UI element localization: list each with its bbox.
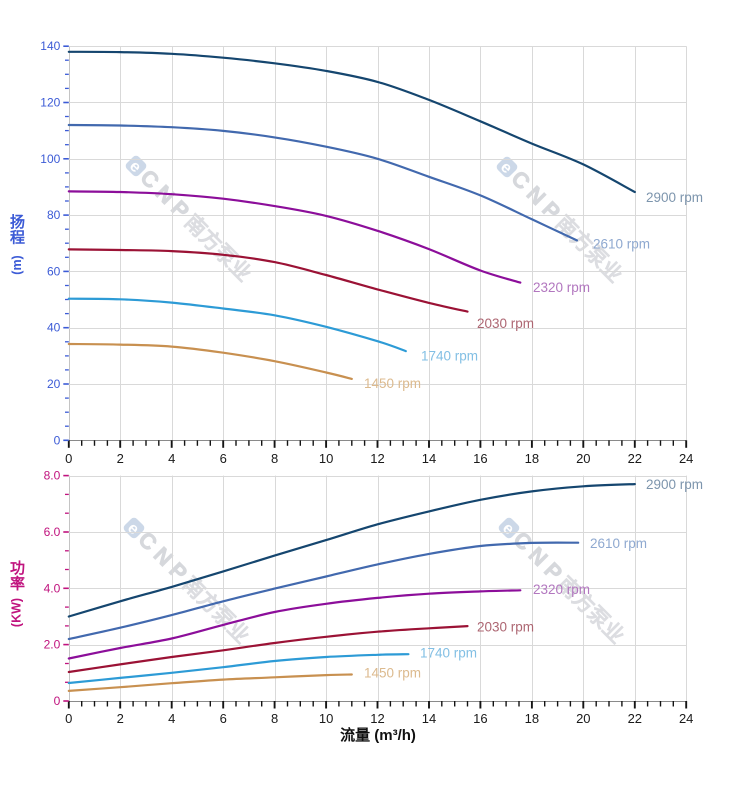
svg-text:2610 rpm: 2610 rpm (593, 236, 650, 251)
svg-text:18: 18 (525, 711, 539, 726)
svg-text:2900 rpm: 2900 rpm (646, 190, 703, 205)
svg-text:10: 10 (319, 451, 333, 466)
svg-text:4: 4 (168, 451, 175, 466)
svg-text:8: 8 (271, 711, 278, 726)
svg-text:2: 2 (117, 451, 124, 466)
svg-text:6: 6 (220, 451, 227, 466)
svg-text:120: 120 (40, 96, 60, 110)
svg-text:流量 (m³/h): 流量 (m³/h) (340, 726, 416, 744)
svg-text:程: 程 (10, 230, 25, 247)
svg-text:0: 0 (65, 451, 72, 466)
svg-text:8: 8 (271, 451, 278, 466)
svg-text:率: 率 (10, 575, 25, 593)
svg-text:1450 rpm: 1450 rpm (364, 665, 421, 680)
svg-text:20: 20 (576, 711, 590, 726)
svg-text:2030 rpm: 2030 rpm (477, 316, 534, 331)
svg-text:16: 16 (473, 711, 487, 726)
svg-text:6.0: 6.0 (44, 525, 61, 539)
svg-text:0: 0 (54, 694, 61, 708)
svg-text:0: 0 (54, 433, 61, 447)
svg-text:4.0: 4.0 (44, 581, 61, 595)
svg-text:100: 100 (40, 152, 60, 166)
svg-text:8.0: 8.0 (44, 469, 61, 483)
svg-text:2900 rpm: 2900 rpm (646, 477, 703, 492)
svg-text:2320 rpm: 2320 rpm (533, 582, 590, 597)
svg-text:扬: 扬 (10, 213, 25, 231)
svg-text:0: 0 (65, 711, 72, 726)
svg-text:40: 40 (47, 321, 61, 335)
svg-text:24: 24 (679, 711, 693, 726)
svg-text:6: 6 (220, 711, 227, 726)
svg-text:(KW): (KW) (10, 598, 24, 627)
svg-text:(m): (m) (10, 255, 24, 274)
svg-text:22: 22 (628, 451, 642, 466)
svg-text:22: 22 (628, 711, 642, 726)
svg-text:12: 12 (370, 711, 384, 726)
svg-text:2030 rpm: 2030 rpm (477, 619, 534, 634)
svg-text:2320 rpm: 2320 rpm (533, 280, 590, 295)
svg-text:4: 4 (168, 711, 175, 726)
svg-text:1740 rpm: 1740 rpm (421, 348, 478, 363)
svg-text:2: 2 (117, 711, 124, 726)
svg-text:14: 14 (422, 711, 436, 726)
svg-text:1740 rpm: 1740 rpm (420, 645, 477, 660)
svg-text:10: 10 (319, 711, 333, 726)
svg-text:16: 16 (473, 451, 487, 466)
svg-text:18: 18 (525, 451, 539, 466)
svg-text:功: 功 (10, 560, 25, 577)
svg-text:20: 20 (576, 451, 590, 466)
svg-text:24: 24 (679, 451, 693, 466)
svg-text:2610 rpm: 2610 rpm (590, 536, 647, 551)
svg-text:80: 80 (47, 208, 61, 222)
svg-text:1450 rpm: 1450 rpm (364, 376, 421, 391)
svg-text:14: 14 (422, 451, 436, 466)
svg-text:20: 20 (47, 377, 61, 391)
svg-text:60: 60 (47, 264, 61, 278)
svg-text:140: 140 (40, 39, 60, 53)
svg-text:12: 12 (370, 451, 384, 466)
svg-text:2.0: 2.0 (44, 638, 61, 652)
